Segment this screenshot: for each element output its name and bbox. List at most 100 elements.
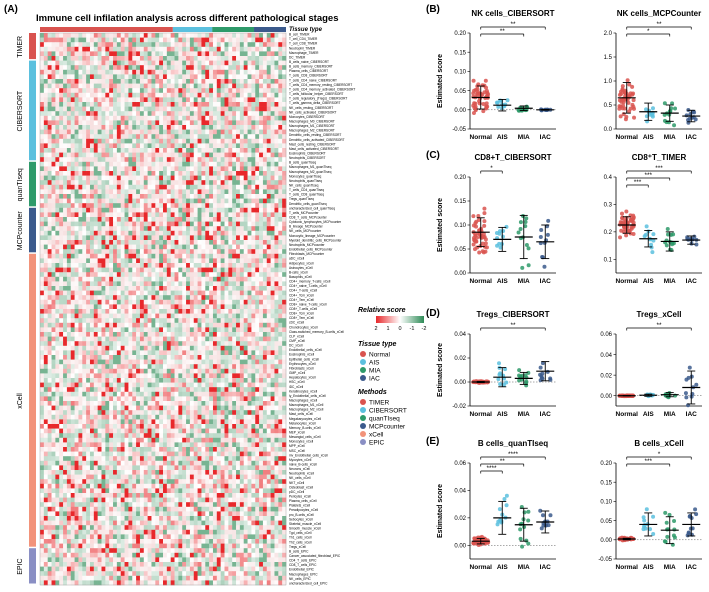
heatmap-cell bbox=[132, 345, 137, 351]
heatmap-cell bbox=[251, 281, 256, 287]
heatmap-cell bbox=[163, 230, 168, 236]
heatmap-cell bbox=[132, 286, 137, 291]
heatmap-cell bbox=[86, 244, 91, 250]
heatmap-cell bbox=[251, 318, 256, 324]
heatmap-cell bbox=[205, 125, 210, 130]
heatmap-cell bbox=[239, 65, 245, 71]
heatmap-cell bbox=[93, 148, 98, 153]
heatmap-cell bbox=[251, 134, 256, 140]
heatmap-cell bbox=[236, 318, 241, 324]
heatmap-cell bbox=[270, 359, 275, 365]
heatmap-cell bbox=[278, 189, 283, 195]
heatmap-cell bbox=[174, 318, 179, 324]
heatmap-cell bbox=[282, 207, 287, 213]
heatmap-cell bbox=[232, 92, 237, 98]
heatmap-cell bbox=[216, 341, 221, 347]
heatmap-cell bbox=[47, 46, 52, 52]
heatmap-cell bbox=[182, 51, 187, 57]
heatmap-cell bbox=[201, 221, 206, 227]
heatmap-cell bbox=[232, 60, 237, 66]
heatmap-cell bbox=[255, 203, 260, 209]
heatmap-cell bbox=[124, 355, 129, 360]
heatmap-cell bbox=[136, 359, 141, 365]
heatmap-cell bbox=[282, 148, 287, 153]
heatmap-cell bbox=[105, 290, 110, 296]
heatmap-cell bbox=[82, 111, 87, 117]
heatmap-cell bbox=[243, 378, 248, 383]
heatmap-cell bbox=[66, 102, 72, 107]
heatmap-cell bbox=[70, 83, 75, 89]
heatmap-cell bbox=[66, 106, 72, 112]
heatmap-cell bbox=[47, 194, 52, 199]
heatmap-cell bbox=[113, 161, 118, 167]
heatmap-cell bbox=[78, 230, 83, 236]
heatmap-cell bbox=[89, 166, 95, 172]
heatmap-cell bbox=[116, 304, 122, 310]
heatmap-cell bbox=[186, 106, 191, 112]
heatmap-cell bbox=[47, 230, 52, 236]
heatmap-cell bbox=[155, 286, 160, 291]
heatmap-cell bbox=[182, 60, 187, 66]
heatmap-cell bbox=[105, 378, 110, 383]
heatmap-cell bbox=[59, 180, 64, 186]
heatmap-cell bbox=[159, 368, 164, 374]
heatmap-cell bbox=[186, 341, 191, 347]
heatmap-cell bbox=[151, 230, 156, 236]
heatmap-cell bbox=[155, 382, 160, 388]
heatmap-cell bbox=[212, 143, 218, 149]
heatmap-cell bbox=[63, 166, 68, 172]
heatmap-cell bbox=[201, 157, 206, 163]
heatmap-cell bbox=[251, 336, 256, 342]
heatmap-cell bbox=[109, 102, 114, 107]
heatmap-cell bbox=[266, 359, 271, 365]
heatmap-cell bbox=[82, 166, 87, 172]
heatmap-cell bbox=[143, 276, 148, 282]
heatmap-cell bbox=[89, 281, 95, 287]
heatmap-cell bbox=[259, 134, 264, 140]
heatmap-cell bbox=[97, 92, 102, 98]
heatmap-cell bbox=[159, 281, 164, 287]
heatmap-cell bbox=[278, 235, 283, 241]
heatmap-cell bbox=[124, 276, 129, 282]
heatmap-cell bbox=[147, 65, 152, 71]
heatmap-cell bbox=[247, 33, 252, 38]
heatmap-cell bbox=[120, 51, 125, 57]
heatmap-cell bbox=[101, 387, 106, 393]
heatmap-cell bbox=[120, 46, 125, 52]
heatmap-cell bbox=[40, 42, 45, 48]
heatmap-cell bbox=[55, 189, 60, 195]
heatmap-cell bbox=[274, 138, 279, 144]
heatmap-cell bbox=[86, 364, 91, 370]
heatmap-cell bbox=[212, 157, 218, 163]
heatmap-cell bbox=[278, 46, 283, 52]
heatmap-cell bbox=[124, 129, 129, 135]
heatmap-cell bbox=[113, 138, 118, 144]
heatmap-cell bbox=[282, 175, 287, 181]
heatmap-cell bbox=[151, 56, 156, 61]
heatmap-cell bbox=[97, 33, 102, 38]
heatmap-cell bbox=[143, 304, 148, 310]
heatmap-cell bbox=[116, 244, 122, 250]
heatmap-cell bbox=[178, 341, 183, 347]
heatmap-cell bbox=[259, 290, 264, 296]
heatmap-cell bbox=[82, 79, 87, 84]
heatmap-cell bbox=[97, 304, 102, 310]
heatmap-cell bbox=[262, 318, 268, 324]
heatmap-cell bbox=[40, 341, 45, 347]
heatmap-cell bbox=[93, 207, 98, 213]
heatmap-cell bbox=[63, 203, 68, 209]
heatmap-cell bbox=[236, 115, 241, 121]
heatmap-cell bbox=[82, 290, 87, 296]
heatmap-cell bbox=[51, 74, 56, 80]
heatmap-cell bbox=[120, 267, 125, 273]
heatmap-cell bbox=[105, 180, 110, 186]
heatmap-cell bbox=[228, 203, 233, 209]
heatmap-cell bbox=[155, 299, 160, 305]
heatmap-cell bbox=[113, 332, 118, 337]
heatmap-cell bbox=[228, 272, 233, 278]
heatmap-cell bbox=[189, 194, 195, 199]
heatmap-cell bbox=[197, 350, 202, 356]
heatmap-cell bbox=[274, 253, 279, 259]
heatmap-cell bbox=[147, 56, 152, 61]
heatmap-cell bbox=[51, 327, 56, 333]
